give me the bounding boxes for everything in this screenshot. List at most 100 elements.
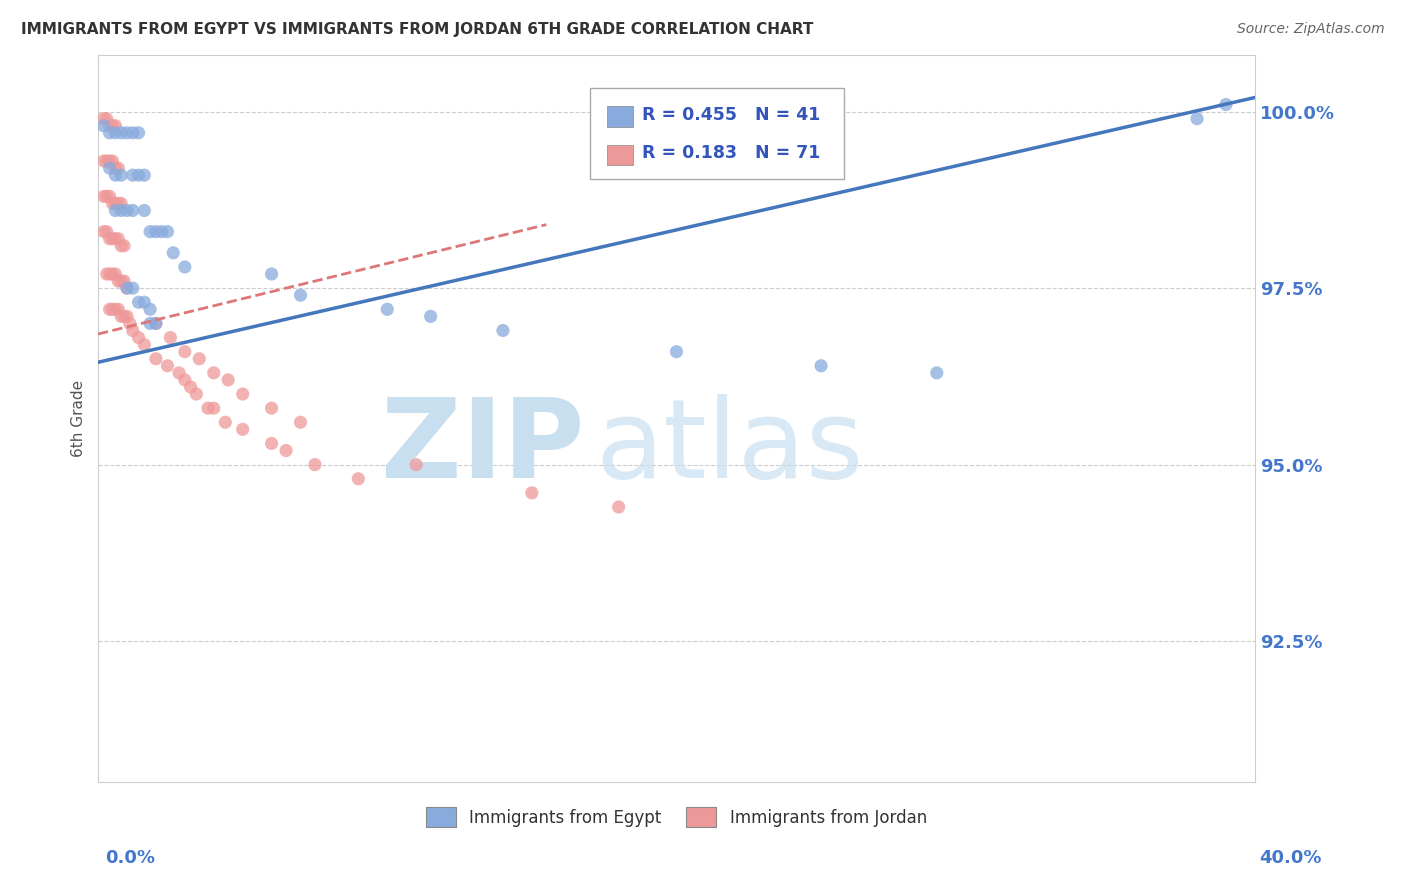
Point — [104, 126, 127, 140]
Point — [145, 351, 167, 366]
Point — [107, 302, 129, 317]
Point — [217, 373, 239, 387]
Point — [925, 366, 948, 380]
Text: 0.0%: 0.0% — [105, 849, 156, 867]
Point — [492, 324, 515, 338]
Y-axis label: 6th Grade: 6th Grade — [72, 380, 86, 458]
Point — [188, 351, 211, 366]
Text: atlas: atlas — [596, 394, 865, 501]
Point — [104, 302, 127, 317]
Point — [139, 302, 162, 317]
Point — [121, 324, 143, 338]
Point — [110, 310, 132, 324]
Point — [290, 288, 312, 302]
Point — [214, 415, 236, 429]
Point — [162, 245, 184, 260]
Point — [159, 330, 181, 344]
Point — [101, 267, 124, 281]
Point — [128, 295, 150, 310]
Point — [101, 302, 124, 317]
Point — [110, 274, 132, 288]
Point — [156, 225, 179, 239]
Point — [112, 310, 135, 324]
Point — [202, 366, 225, 380]
Point — [115, 126, 138, 140]
Point — [96, 154, 118, 169]
Point — [104, 119, 127, 133]
Point — [520, 486, 543, 500]
Point — [145, 317, 167, 331]
Point — [134, 295, 156, 310]
Point — [419, 310, 441, 324]
Point — [98, 232, 121, 246]
Text: ZIP: ZIP — [381, 394, 583, 501]
Point — [110, 126, 132, 140]
Point — [260, 436, 283, 450]
Text: R = 0.455   N = 41: R = 0.455 N = 41 — [641, 106, 820, 124]
Point — [93, 189, 115, 203]
FancyBboxPatch shape — [589, 88, 844, 178]
Point — [156, 359, 179, 373]
Point — [110, 168, 132, 182]
Point — [98, 302, 121, 317]
Point — [128, 126, 150, 140]
Point — [107, 274, 129, 288]
Point — [121, 168, 143, 182]
Point — [121, 126, 143, 140]
Point — [101, 196, 124, 211]
Point — [93, 154, 115, 169]
Point — [134, 337, 156, 351]
Point — [93, 225, 115, 239]
Point — [145, 317, 167, 331]
Point — [104, 161, 127, 175]
Point — [110, 239, 132, 253]
Point — [98, 126, 121, 140]
Point — [173, 344, 195, 359]
Point — [134, 168, 156, 182]
Point — [375, 302, 398, 317]
Point — [347, 472, 370, 486]
Point — [167, 366, 190, 380]
Point — [101, 154, 124, 169]
Point — [98, 119, 121, 133]
Point — [107, 196, 129, 211]
Point — [197, 401, 219, 416]
Point — [98, 267, 121, 281]
Point — [150, 225, 173, 239]
Point — [96, 189, 118, 203]
Text: IMMIGRANTS FROM EGYPT VS IMMIGRANTS FROM JORDAN 6TH GRADE CORRELATION CHART: IMMIGRANTS FROM EGYPT VS IMMIGRANTS FROM… — [21, 22, 814, 37]
Point — [202, 401, 225, 416]
Point — [173, 373, 195, 387]
Point — [260, 401, 283, 416]
Point — [121, 281, 143, 295]
Point — [128, 168, 150, 182]
Point — [98, 189, 121, 203]
Text: Source: ZipAtlas.com: Source: ZipAtlas.com — [1237, 22, 1385, 37]
Point — [104, 267, 127, 281]
Point — [104, 203, 127, 218]
Point — [1185, 112, 1208, 126]
Text: R = 0.183   N = 71: R = 0.183 N = 71 — [641, 144, 820, 161]
Point — [139, 317, 162, 331]
Point — [93, 119, 115, 133]
Point — [93, 112, 115, 126]
Point — [104, 196, 127, 211]
Point — [665, 344, 688, 359]
Point — [115, 281, 138, 295]
Point — [115, 310, 138, 324]
Point — [232, 387, 254, 401]
Point — [96, 225, 118, 239]
Point — [107, 161, 129, 175]
Point — [112, 239, 135, 253]
Point — [134, 203, 156, 218]
Point — [128, 330, 150, 344]
Point — [290, 415, 312, 429]
Point — [274, 443, 297, 458]
FancyBboxPatch shape — [607, 145, 633, 165]
Point — [107, 232, 129, 246]
Point — [96, 112, 118, 126]
Point — [96, 267, 118, 281]
Point — [98, 154, 121, 169]
Point — [405, 458, 427, 472]
Point — [118, 317, 141, 331]
